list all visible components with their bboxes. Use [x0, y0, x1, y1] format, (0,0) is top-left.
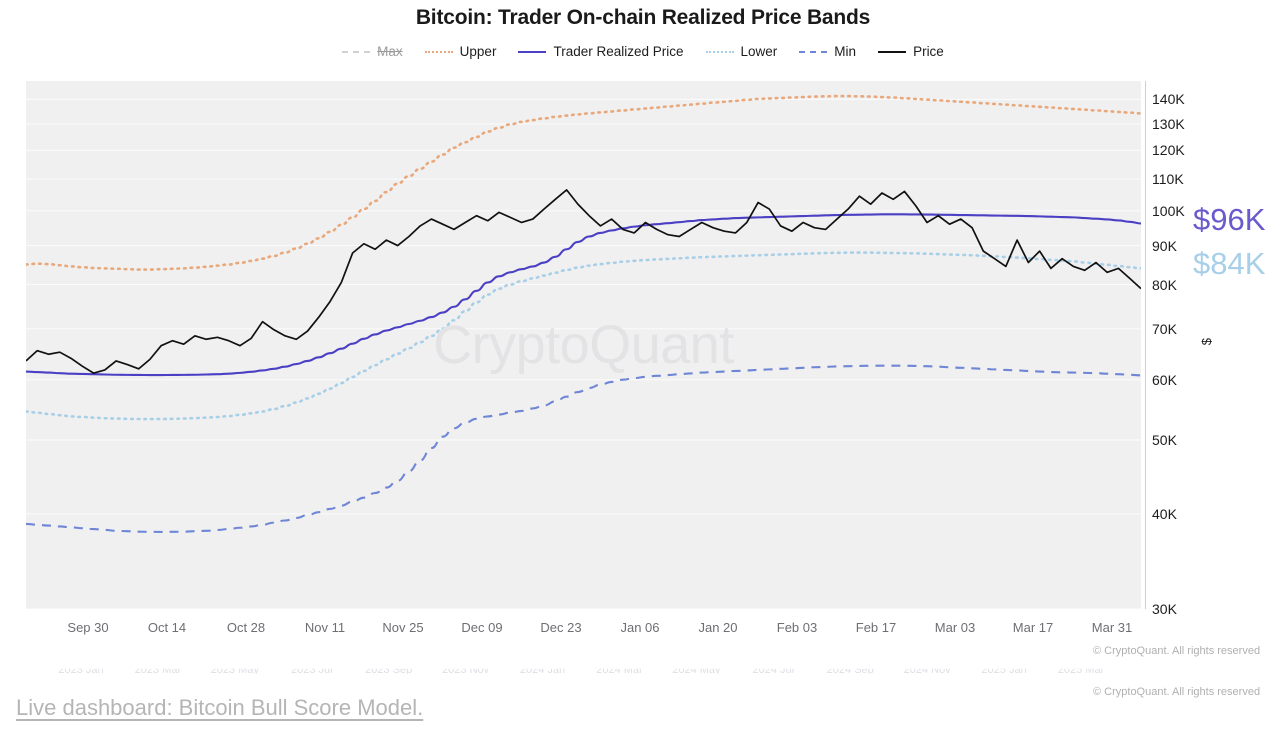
legend-item-price[interactable]: Price — [878, 44, 944, 59]
background-chart-tick-label: 2023 Sep — [365, 664, 413, 676]
y-axis-tick-label: 70K — [1152, 320, 1177, 337]
legend-label: Trader Realized Price — [553, 44, 684, 59]
x-axis-tick-label: Nov 25 — [382, 620, 424, 635]
chart-legend[interactable]: Max Upper Trader Realized Price Lower Min Pri… — [0, 44, 1286, 59]
x-axis-tick-label: Oct 14 — [147, 620, 187, 635]
legend-label: Upper — [459, 44, 497, 59]
x-axis-tick-label: Feb 17 — [855, 620, 897, 635]
background-chart-ticks: 2023 Jan 2023 Mar 2023 May 2023 Jul 2023 Sep… — [26, 664, 1141, 678]
legend-item-max[interactable]: Max — [342, 44, 403, 59]
background-chart-tick-label: 2023 Jan — [58, 664, 104, 676]
series-line-upper — [26, 94, 1141, 271]
y-axis-label: $ — [1199, 338, 1214, 346]
legend-marker-dotted-icon — [706, 46, 734, 58]
legend-label: Max — [377, 44, 403, 59]
dashboard-link[interactable]: Live dashboard: Bitcoin Bull Score Model… — [16, 695, 424, 720]
legend-marker-solid-icon — [518, 46, 546, 58]
series-line-lower — [26, 251, 1141, 421]
background-chart-tick-label: 2024 Jul — [752, 664, 795, 676]
y-axis-tick-label: 110K — [1152, 171, 1184, 188]
x-axis-tick-label: Dec 09 — [461, 620, 503, 635]
background-chart-tick-label: 2023 Mar — [134, 664, 182, 676]
legend-marker-solid-icon — [878, 46, 906, 58]
x-axis-tick-label: Sep 30 — [67, 620, 109, 635]
background-chart-tick-label: 2024 Mar — [596, 664, 643, 676]
legend-item-lower[interactable]: Lower — [706, 44, 778, 59]
y-axis-tick-label: 60K — [1152, 371, 1177, 388]
copyright-notice-primary: © CryptoQuant. All rights reserved — [1093, 645, 1261, 657]
y-axis-tick-label: 100K — [1152, 202, 1185, 219]
y-axis-tick-label: 40K — [1152, 505, 1177, 522]
x-axis-tick-label: Feb 03 — [776, 620, 818, 635]
x-axis-tick-label: Dec 23 — [540, 620, 582, 635]
legend-label: Min — [834, 44, 857, 59]
background-chart-tick-label: 2025 Jan — [981, 664, 1027, 676]
legend-item-min[interactable]: Min — [799, 44, 856, 59]
background-chart-tick-label: 2024 Sep — [826, 664, 874, 676]
series-line-trader-realized-price — [26, 213, 1141, 377]
x-axis-tick-label: Nov 11 — [304, 620, 346, 635]
chart-canvas — [26, 94, 1141, 609]
legend-marker-dashed-icon — [342, 46, 370, 58]
copyright-notice-secondary: © CryptoQuant. All rights reserved — [1093, 686, 1261, 698]
y-axis-tick-label: 140K — [1152, 91, 1185, 108]
x-axis-tick-label: Jan 20 — [698, 620, 738, 635]
legend-item-trader-realized-price[interactable]: Trader Realized Price — [518, 44, 683, 59]
x-axis-tick-label: Jan 06 — [620, 620, 660, 635]
endpoint-annotation-lower: $84K — [1193, 246, 1266, 282]
background-chart-tick-label: 2024 May — [672, 664, 721, 676]
x-axis-tick-label: Mar 17 — [1012, 620, 1054, 635]
page-title: Bitcoin: Trader On-chain Realized Price … — [415, 6, 871, 29]
y-axis-tick-label: 130K — [1152, 115, 1185, 132]
y-axis-tick-label: 30K — [1152, 601, 1177, 617]
x-axis-ticks: Sep 30 Oct 14 Oct 28 Nov 11 Nov 25 Dec 09 Dec … — [26, 620, 1141, 640]
background-chart-tick-label: 2024 Jan — [519, 664, 566, 676]
background-chart-tick-label: 2024 Nov — [903, 664, 951, 676]
series-line-price — [26, 189, 1141, 374]
y-axis-tick-label: 120K — [1152, 142, 1185, 159]
legend-marker-dotted-icon — [425, 46, 453, 58]
background-chart-tick-label: 2023 May — [210, 664, 259, 676]
x-axis-tick-label: Oct 28 — [226, 620, 266, 635]
legend-label: Price — [913, 44, 944, 59]
background-chart-tick-label: 2025 Mar — [1057, 664, 1105, 676]
endpoint-annotation-trader-realized-price: $96K — [1193, 202, 1266, 238]
y-axis-tick-label: 50K — [1152, 432, 1177, 448]
y-axis-tick-label: 90K — [1152, 237, 1177, 254]
legend-marker-dashed-icon — [799, 46, 827, 58]
legend-label: Lower — [740, 44, 778, 59]
x-axis-tick-label: Mar 31 — [1091, 620, 1133, 635]
plot-area[interactable]: CryptoQuant — [26, 81, 1141, 609]
y-axis-ticks: 140K 130K 120K 110K 100K 90K 80K 70K 60K 50K 40K 30… — [1152, 81, 1222, 617]
series-line-min — [26, 364, 1141, 533]
y-axis-tick-label: 80K — [1152, 276, 1177, 293]
background-chart-tick-label: 2023 Jul — [290, 664, 333, 676]
x-axis-tick-label: Mar 03 — [934, 620, 976, 635]
y-axis-line — [1145, 81, 1146, 609]
background-chart-tick-label: 2023 Nov — [442, 664, 490, 676]
legend-item-upper[interactable]: Upper — [425, 44, 497, 59]
